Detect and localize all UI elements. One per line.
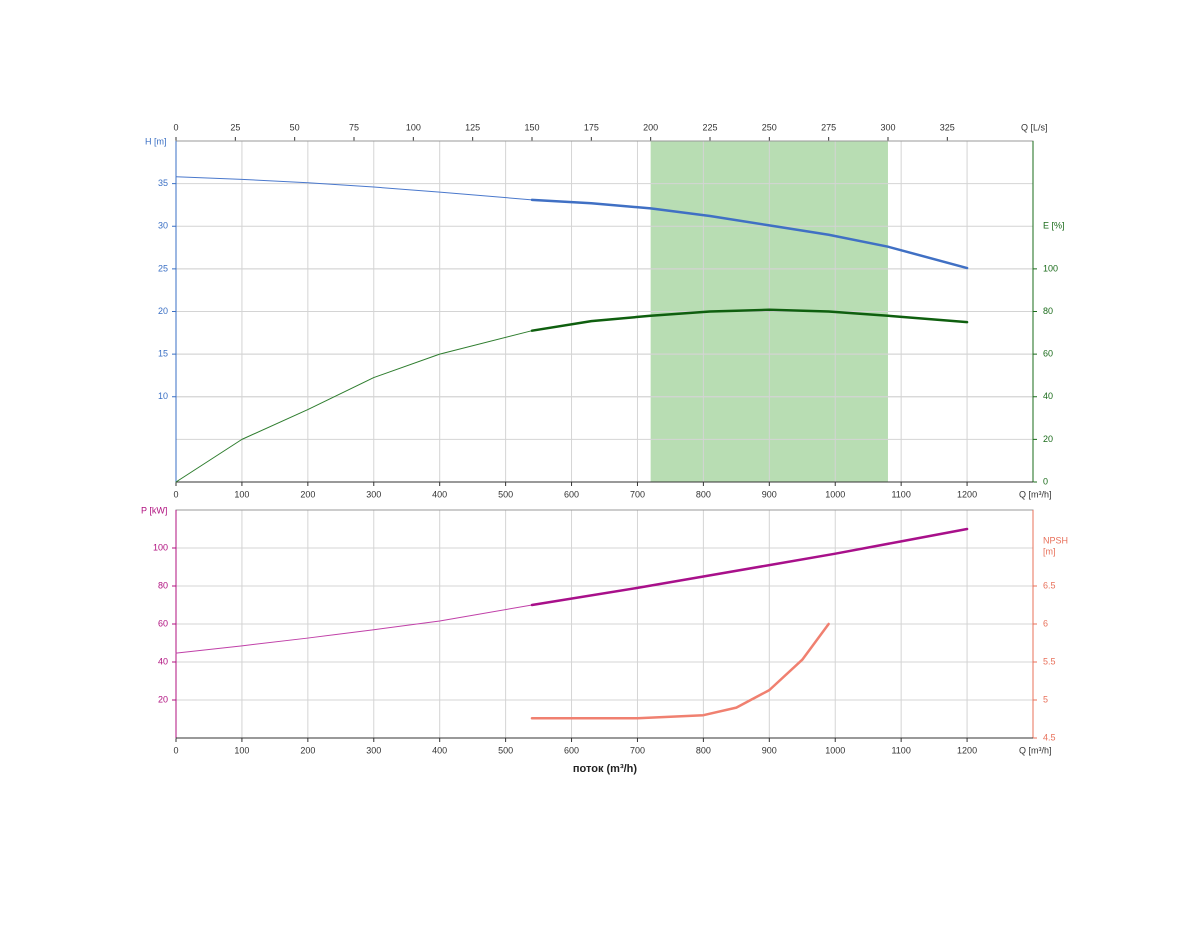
- y2-tick-label: 4.5: [1043, 732, 1056, 742]
- y-tick-label: 35: [158, 178, 168, 188]
- x-tick-label: 400: [432, 745, 447, 755]
- y2-tick-label: 6: [1043, 618, 1048, 628]
- x-axis-label: Q [m³/h]: [1019, 745, 1052, 755]
- x-axis-label: Q [m³/h]: [1019, 489, 1052, 499]
- y2-tick-label: 20: [1043, 434, 1053, 444]
- curve: [175, 604, 533, 654]
- x-tick-label: 100: [234, 489, 249, 499]
- x-tick-label: 800: [696, 489, 711, 499]
- x-tick-label: 500: [498, 489, 513, 499]
- x2-tick-label: 150: [524, 122, 539, 132]
- y2-tick-label: 100: [1043, 263, 1058, 273]
- x2-tick-label: 275: [821, 122, 836, 132]
- y2-tick-label: 0: [1043, 476, 1048, 486]
- x-tick-label: 700: [630, 745, 645, 755]
- curve: [530, 527, 969, 607]
- y2-axis-label: [m]: [1043, 546, 1056, 556]
- x-tick-label: 500: [498, 745, 513, 755]
- y2-axis-label: E [%]: [1043, 220, 1065, 230]
- y2-axis-label: NPSH: [1043, 535, 1068, 545]
- y-tick-label: 20: [158, 694, 168, 704]
- x-axis-title: поток (m³/h): [573, 763, 637, 775]
- x-tick-label: 900: [762, 489, 777, 499]
- x2-tick-label: 50: [290, 122, 300, 132]
- x-tick-label: 1200: [957, 489, 977, 499]
- y-tick-label: 80: [158, 580, 168, 590]
- x-tick-label: 0: [173, 489, 178, 499]
- y-tick-label: 30: [158, 221, 168, 231]
- x-tick-label: 1000: [825, 489, 845, 499]
- x-tick-label: 1200: [957, 745, 977, 755]
- y-tick-label: 20: [158, 306, 168, 316]
- x2-tick-label: 175: [584, 122, 599, 132]
- x2-tick-label: 75: [349, 122, 359, 132]
- x-tick-label: 800: [696, 745, 711, 755]
- x-tick-label: 300: [366, 745, 381, 755]
- curve: [530, 622, 830, 720]
- y-tick-label: 40: [158, 656, 168, 666]
- y2-tick-label: 5: [1043, 694, 1048, 704]
- x-tick-label: 1000: [825, 745, 845, 755]
- x-tick-label: 600: [564, 489, 579, 499]
- x2-tick-label: 300: [880, 122, 895, 132]
- y-tick-label: 15: [158, 349, 168, 359]
- y-tick-label: 25: [158, 263, 168, 273]
- y-tick-label: 60: [158, 618, 168, 628]
- y2-tick-label: 40: [1043, 391, 1053, 401]
- y2-tick-label: 5.5: [1043, 656, 1056, 666]
- x2-axis-label: Q [L/s]: [1021, 122, 1048, 132]
- x2-tick-label: 325: [940, 122, 955, 132]
- x-tick-label: 0: [173, 745, 178, 755]
- curve: [530, 198, 969, 270]
- x-tick-label: 1100: [891, 489, 910, 499]
- x2-tick-label: 25: [230, 122, 240, 132]
- x-tick-label: 300: [366, 489, 381, 499]
- x-tick-label: 900: [762, 745, 777, 755]
- y-axis-label: P [kW]: [141, 505, 167, 515]
- x-tick-label: 700: [630, 489, 645, 499]
- y2-tick-label: 80: [1043, 306, 1053, 316]
- y-tick-label: 10: [158, 391, 168, 401]
- x2-tick-label: 225: [702, 122, 717, 132]
- x-tick-label: 200: [300, 745, 315, 755]
- y2-tick-label: 60: [1043, 349, 1053, 359]
- curve: [530, 308, 969, 332]
- x-tick-label: 100: [234, 745, 249, 755]
- x-tick-label: 600: [564, 745, 579, 755]
- x2-tick-label: 100: [406, 122, 421, 132]
- x2-tick-label: 250: [762, 122, 777, 132]
- x2-tick-label: 125: [465, 122, 480, 132]
- y-tick-label: 100: [153, 542, 168, 552]
- x2-tick-label: 0: [173, 122, 178, 132]
- x-tick-label: 1100: [891, 745, 910, 755]
- x-tick-label: 400: [432, 489, 447, 499]
- x-tick-label: 200: [300, 489, 315, 499]
- curve: [175, 176, 533, 201]
- y2-tick-label: 6.5: [1043, 580, 1056, 590]
- x2-tick-label: 200: [643, 122, 658, 132]
- y-axis-label: H [m]: [145, 136, 167, 146]
- curve: [175, 330, 533, 483]
